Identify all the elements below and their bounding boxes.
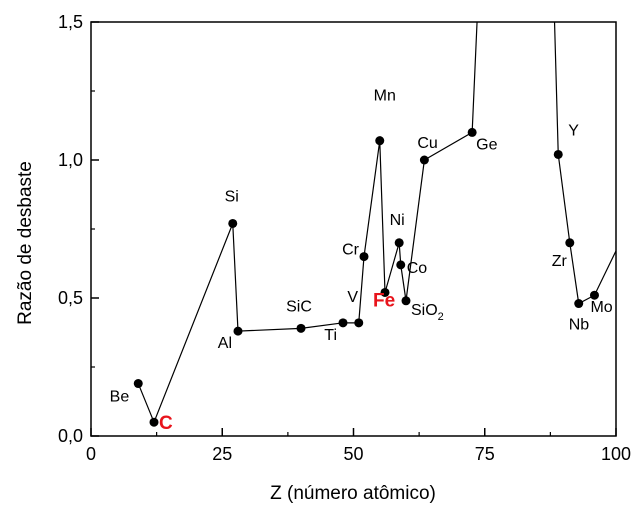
data-point [401, 296, 411, 306]
data-point [380, 287, 390, 297]
point-label: Nb [569, 317, 590, 334]
x-tick-label: 100 [601, 444, 631, 464]
point-label: Ti [324, 327, 337, 344]
point-label: Fe [373, 290, 395, 311]
data-point [419, 155, 429, 165]
y-axis-title: Razão de desbaste [15, 161, 36, 325]
point-label: Si [225, 188, 239, 205]
data-point [589, 290, 599, 300]
axis-ticks: 0 25 50 75 100 0,0 0,5 1,0 1,5 [58, 12, 631, 464]
point-label: Be [110, 389, 130, 406]
y-tick-label: 1,5 [58, 12, 83, 32]
x-axis-title: Z (número atômico) [270, 483, 436, 504]
x-tick-label: 25 [212, 444, 232, 464]
data-point [396, 260, 406, 270]
series-line [137, 22, 616, 424]
point-label: Cu [417, 135, 437, 152]
point-label: Al [218, 335, 232, 352]
data-point [467, 127, 477, 137]
data-point [354, 318, 364, 328]
data-point [359, 252, 369, 262]
point-label: Ni [390, 212, 405, 229]
data-point [553, 149, 563, 159]
point-label: V [347, 289, 358, 306]
x-tick-label: 75 [475, 444, 495, 464]
point-label: Zr [552, 253, 568, 270]
data-point [574, 299, 584, 309]
x-tick-label: 0 [86, 444, 96, 464]
x-tick-label: 50 [343, 444, 363, 464]
data-point [149, 417, 159, 427]
plot-frame [90, 21, 617, 437]
data-point [296, 323, 306, 333]
point-label: SiC [286, 298, 312, 315]
y-tick-label: 0,5 [58, 288, 83, 308]
point-label: Ge [476, 136, 497, 153]
data-point [228, 218, 238, 228]
point-label: C [159, 413, 173, 434]
series-polyline [137, 22, 616, 424]
point-label: Y [568, 122, 579, 139]
y-tick-label: 0,0 [58, 426, 83, 446]
data-point [375, 136, 385, 146]
point-label: Co [407, 260, 428, 277]
point-label: SiO2 [411, 302, 444, 323]
y-tick-label: 1,0 [58, 150, 83, 170]
point-label: Mn [374, 88, 396, 105]
data-point [394, 238, 404, 248]
point-label: Mo [590, 299, 612, 316]
data-markers [133, 127, 599, 427]
data-point [233, 326, 243, 336]
data-point [565, 238, 575, 248]
data-point [338, 318, 348, 328]
point-label: Cr [342, 242, 360, 259]
data-point [133, 379, 143, 389]
